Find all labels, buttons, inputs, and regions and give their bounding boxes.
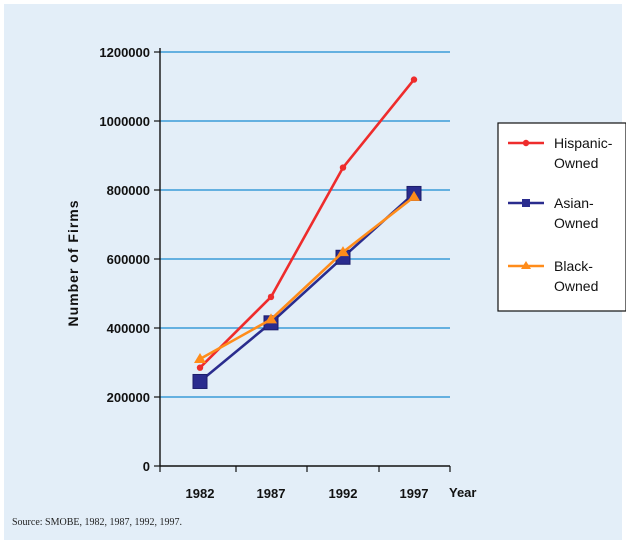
legend-label-line2-1: Owned — [554, 215, 598, 231]
legend-entry-Hispanic-Owned: Hispanic- Owned — [508, 135, 613, 171]
legend-box — [497, 122, 626, 312]
legend-marker-0 — [522, 139, 530, 147]
series-Black-Owned — [194, 190, 420, 364]
axes — [154, 48, 451, 472]
point-Hispanic-Owned-1987 — [267, 293, 275, 301]
point-Asian-Owned-1982 — [192, 373, 208, 389]
y-tick-label-400000: 400000 — [107, 321, 150, 336]
point-Hispanic-Owned-1982 — [196, 364, 204, 371]
y-tick-label-800000: 800000 — [107, 183, 150, 198]
legend-label-line1-2: Black- — [554, 258, 593, 274]
legend-label-line2-0: Owned — [554, 155, 598, 171]
legend-marker-2 — [521, 261, 531, 269]
y-tick-label-1200000: 1200000 — [99, 45, 150, 60]
series-line-Black-Owned — [199, 195, 415, 361]
y-tick-label-1000000: 1000000 — [99, 114, 150, 129]
legend-label-line2-2: Owned — [554, 278, 598, 294]
y-tick-label-600000: 600000 — [107, 252, 150, 267]
point-Black-Owned-1987 — [265, 313, 277, 324]
series-Hispanic-Owned — [196, 76, 418, 371]
legend-marker-1 — [522, 199, 530, 207]
x-axis-label: Year — [449, 485, 476, 500]
point-Hispanic-Owned-1997 — [410, 76, 418, 83]
x-tick-label-1992: 1992 — [329, 486, 358, 501]
y-tick-labels: 0 200000 400000 600000 800000 1000000 1200000 — [99, 45, 150, 474]
legend-label-line1-1: Asian- — [554, 195, 594, 211]
legend-entry-Black-Owned: Black- Owned — [508, 258, 598, 294]
y-axis-label: Number of Firms — [65, 199, 81, 326]
x-tick-label-1982: 1982 — [186, 486, 215, 501]
x-tick-label-1997: 1997 — [400, 486, 429, 501]
point-Black-Owned-1992 — [337, 246, 349, 257]
x-tick-labels: 1982 1987 1992 1997 — [186, 486, 429, 501]
legend: Hispanic- Owned Asian- Owned Black- Owned — [497, 122, 626, 312]
source-note: Source: SMOBE, 1982, 1987, 1992, 1997. — [12, 517, 182, 528]
legend-label-line1-0: Hispanic- — [554, 135, 613, 151]
legend-entry-Asian-Owned: Asian- Owned — [508, 195, 598, 231]
point-Hispanic-Owned-1992 — [339, 164, 347, 171]
y-tick-label-0: 0 — [143, 459, 150, 474]
y-tick-label-200000: 200000 — [107, 390, 150, 405]
point-Black-Owned-1997 — [408, 190, 420, 201]
data-series — [192, 76, 422, 389]
series-line-Hispanic-Owned — [199, 78, 416, 369]
point-Black-Owned-1982 — [194, 353, 206, 364]
x-tick-label-1987: 1987 — [257, 486, 286, 501]
gridlines — [160, 51, 450, 398]
